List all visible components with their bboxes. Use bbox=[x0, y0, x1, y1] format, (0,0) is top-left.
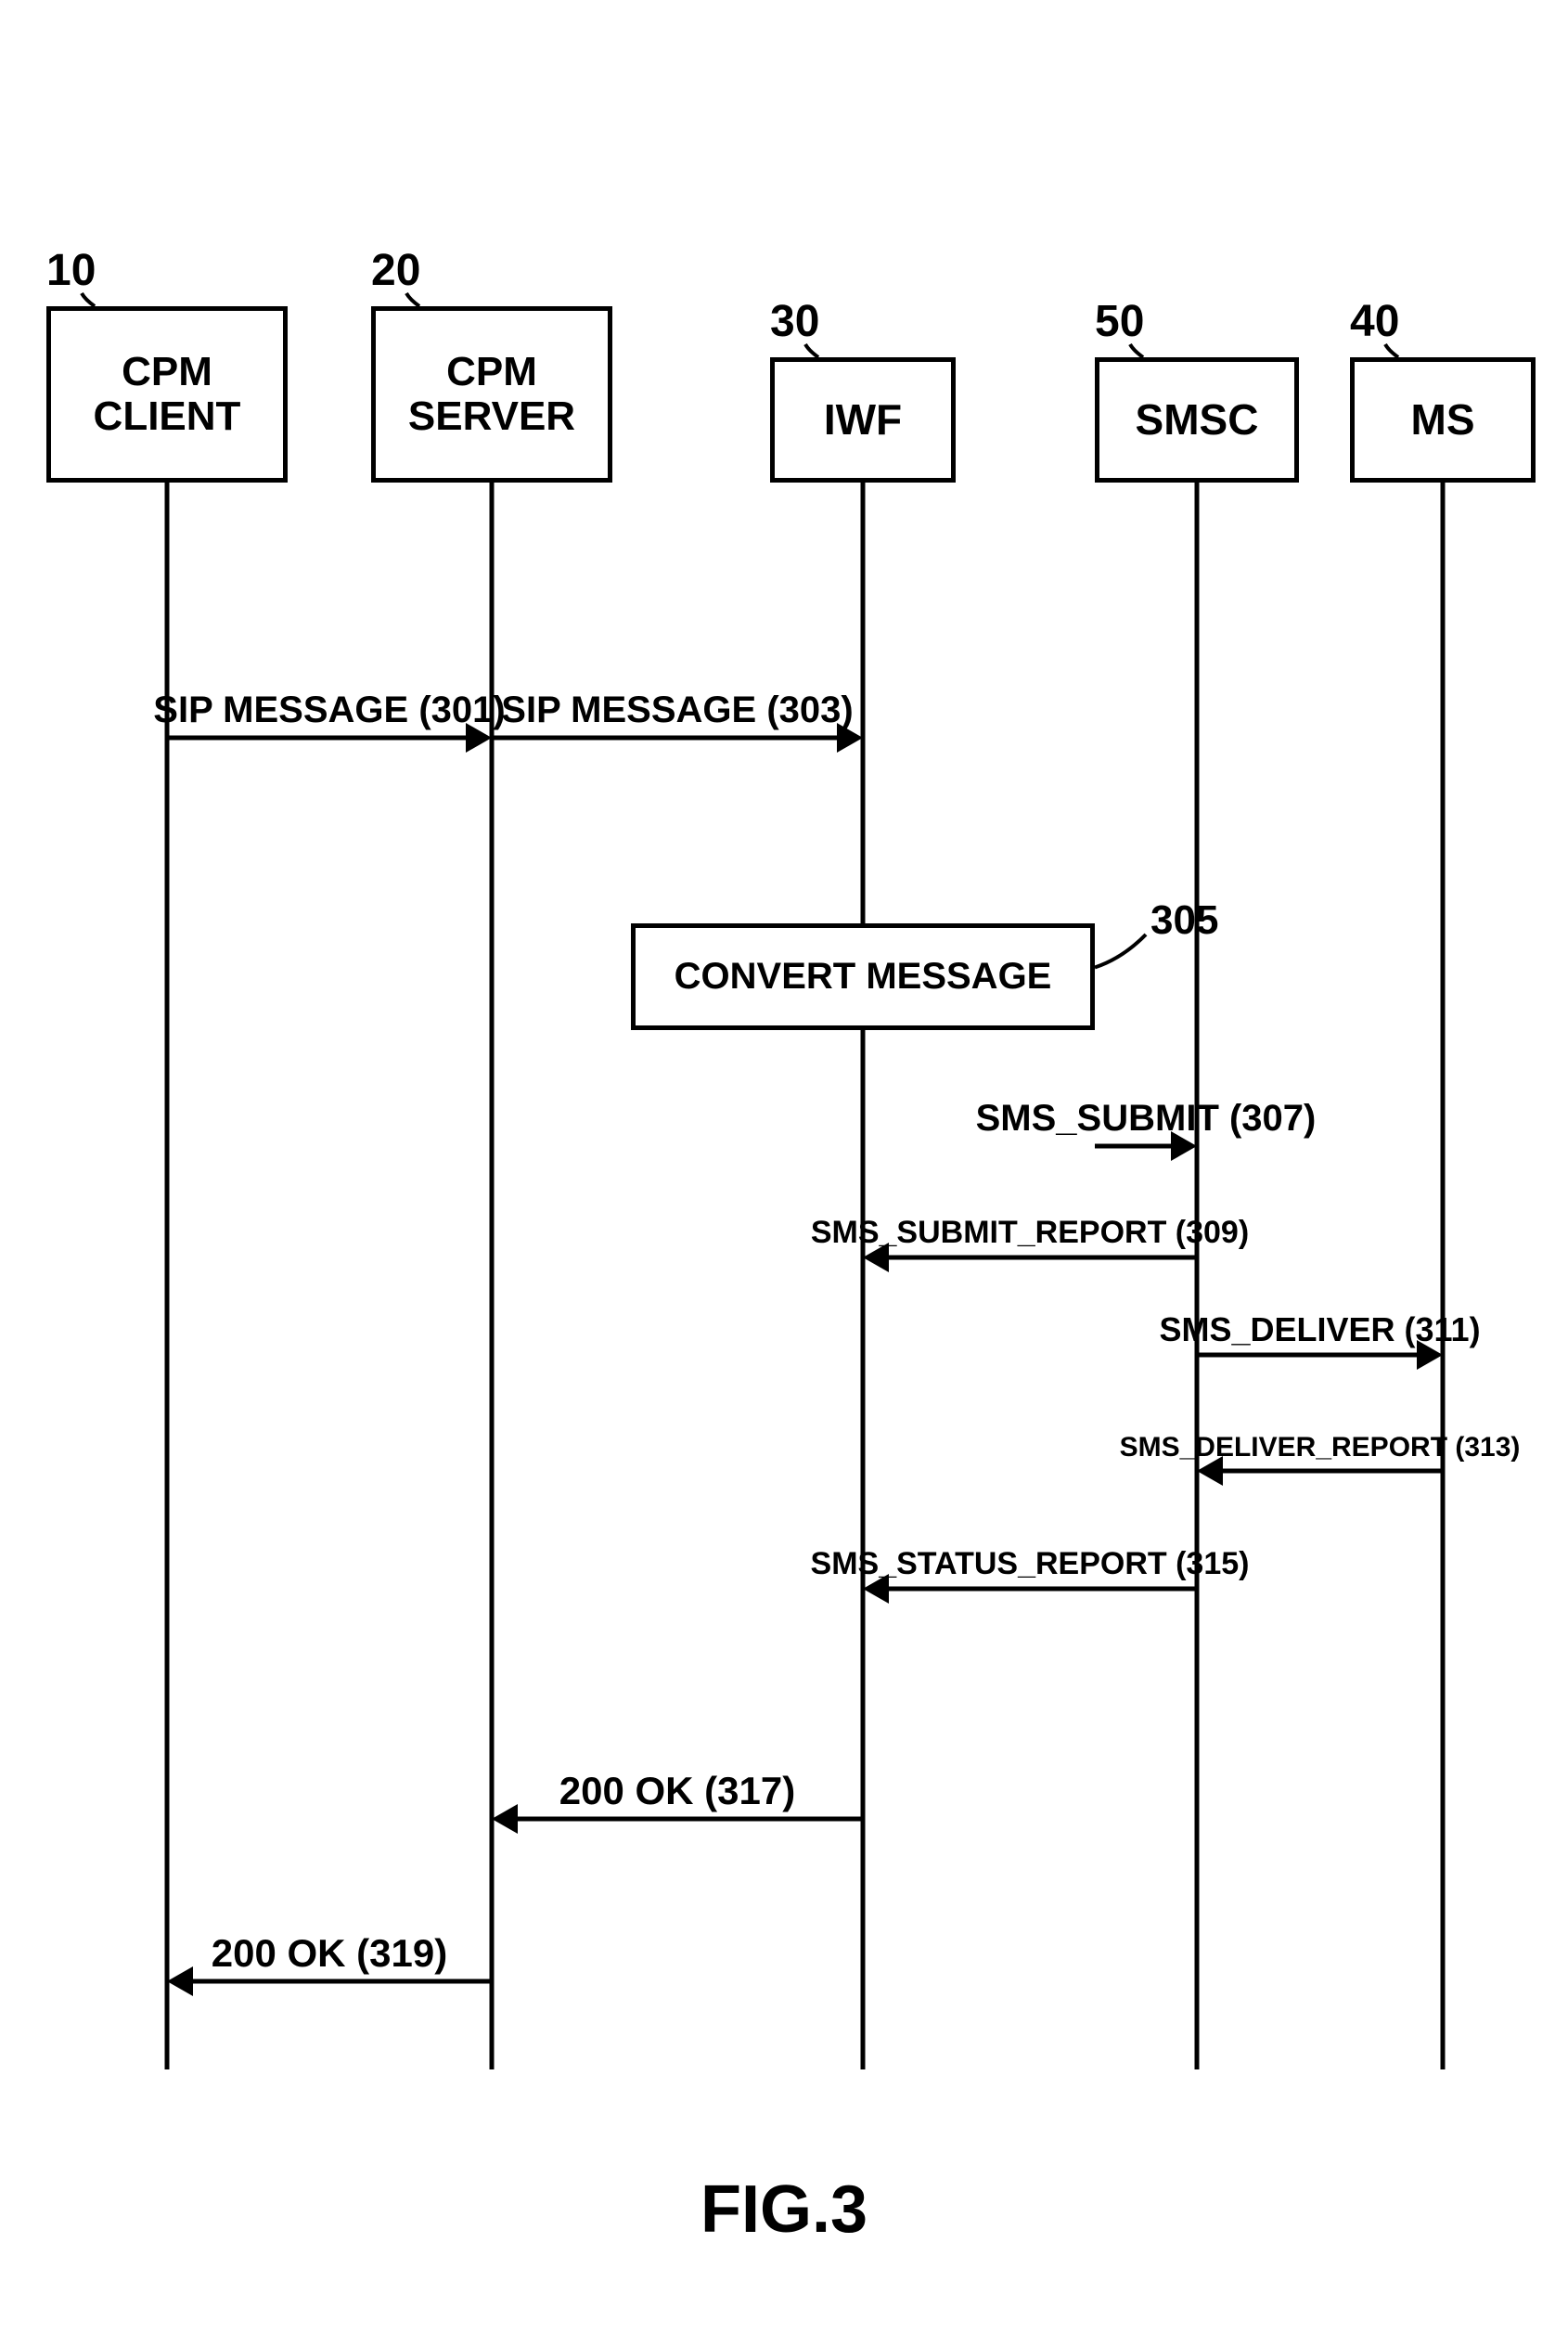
message-label-m313: SMS_DELIVER_REPORT (313) bbox=[1120, 1432, 1521, 1463]
participant-smsc: SMSC bbox=[1095, 357, 1299, 483]
message-label-m311: SMS_DELIVER (311) bbox=[1159, 1310, 1480, 1349]
participant-label: CPM CLIENT bbox=[94, 350, 241, 440]
message-label-m301: SIP MESSAGE (301) bbox=[153, 690, 505, 731]
participant-iwf: IWF bbox=[770, 357, 956, 483]
participant-id: 40 bbox=[1350, 296, 1399, 347]
message-m319-arrowhead bbox=[167, 1966, 193, 1996]
figure-caption: FIG.3 bbox=[700, 2172, 868, 2248]
participant-label: MS bbox=[1411, 396, 1475, 444]
message-m317-arrowhead bbox=[492, 1804, 518, 1834]
participant-cpm_server: CPM SERVER bbox=[371, 306, 612, 483]
activation-id: 305 bbox=[1150, 897, 1218, 944]
activation-id-connector bbox=[1095, 935, 1146, 968]
sequence-diagram-figure: CPM CLIENT 10 CPM SERVER 20 IWF 30 SMSC 50 MS 40 C… bbox=[0, 0, 1568, 2346]
participant-id: 50 bbox=[1095, 296, 1144, 347]
message-label-m315: SMS_STATUS_REPORT (315) bbox=[811, 1546, 1250, 1582]
activation-convert-message: CONVERT MESSAGE bbox=[631, 923, 1095, 1030]
participant-ms: MS bbox=[1350, 357, 1536, 483]
participant-id: 20 bbox=[371, 245, 420, 296]
participant-label: SMSC bbox=[1136, 396, 1259, 444]
participant-id: 30 bbox=[770, 296, 819, 347]
message-label-m303: SIP MESSAGE (303) bbox=[501, 690, 853, 731]
message-label-m307: SMS_SUBMIT (307) bbox=[976, 1098, 1317, 1140]
message-label-m317: 200 OK (317) bbox=[559, 1769, 795, 1813]
message-label-m309: SMS_SUBMIT_REPORT (309) bbox=[811, 1215, 1249, 1251]
participant-label: CPM SERVER bbox=[408, 350, 575, 440]
participant-label: IWF bbox=[824, 396, 902, 444]
participant-cpm_client: CPM CLIENT bbox=[46, 306, 288, 483]
message-label-m319: 200 OK (319) bbox=[212, 1931, 447, 1976]
participant-id: 10 bbox=[46, 245, 96, 296]
activation-label: CONVERT MESSAGE bbox=[675, 956, 1052, 998]
